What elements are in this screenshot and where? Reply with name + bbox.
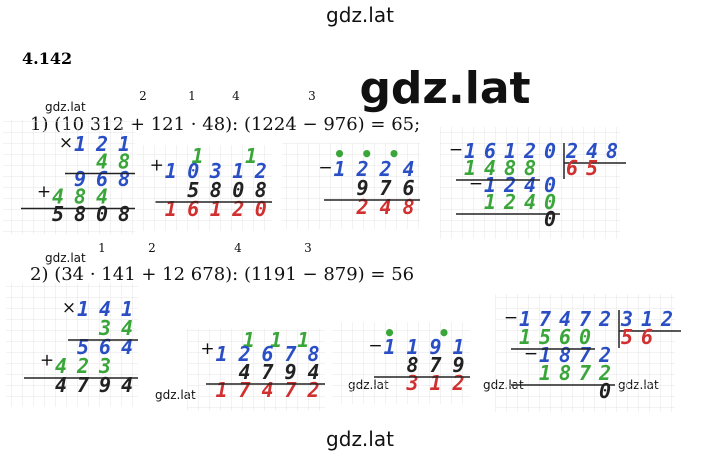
carry-marks: • •	[383, 321, 465, 345]
digit-row: 1240	[484, 173, 564, 197]
digit-row: 564	[77, 335, 143, 359]
digit-row: 1560	[519, 325, 599, 349]
grid-background	[3, 119, 135, 235]
order-number: 4	[234, 241, 242, 255]
grid-background	[137, 145, 272, 231]
digit-row: 1872	[539, 361, 619, 385]
digit-row: 248	[355, 195, 425, 219]
operation-sign: +	[37, 182, 51, 202]
operation-sign: +	[40, 351, 54, 371]
carry-marks: 1 1	[165, 144, 272, 168]
watermark: gdz.lat	[359, 63, 530, 114]
grid-background	[495, 294, 675, 412]
carry-marks: 111	[215, 328, 324, 352]
order-number: 1	[98, 241, 106, 255]
grid-background	[187, 329, 325, 411]
digit-row: 141	[77, 297, 143, 321]
digit-row: 16120	[464, 139, 564, 163]
order-number: 3	[308, 89, 316, 103]
operation-sign: +	[150, 156, 164, 176]
quotient: 56	[621, 325, 661, 349]
order-number: 2	[139, 89, 147, 103]
watermark: gdz.lat	[45, 100, 86, 114]
digit-row: 879	[406, 353, 475, 377]
operation-sign: ×	[59, 133, 73, 153]
digit-row: 16120	[165, 197, 278, 221]
operation-sign: −	[318, 158, 332, 178]
watermark: gdz.lat	[45, 251, 86, 265]
order-number: 4	[232, 89, 240, 103]
digit-row: 48	[96, 150, 140, 174]
divisor: 312	[620, 307, 681, 331]
watermark: gdz.lat	[155, 388, 196, 402]
digit-row: 1488	[464, 156, 544, 180]
carry-marks: •••	[333, 142, 415, 166]
order-number: 3	[304, 241, 312, 255]
digit-row: 1872	[539, 343, 619, 367]
digit-row: 484	[52, 185, 118, 209]
digit-row: 5808	[187, 178, 277, 202]
operation-sign: −	[449, 140, 463, 160]
watermark: gdz.lat	[326, 3, 394, 27]
grid-background	[282, 143, 420, 229]
grid-background	[6, 283, 138, 407]
digit-row: 312	[405, 371, 475, 395]
problem-number: 4.142	[22, 49, 72, 68]
digit-row: 121	[74, 132, 140, 156]
digit-row: 976	[356, 176, 425, 200]
digit-row: 1191	[383, 335, 475, 359]
digit-row: 34	[98, 316, 143, 340]
order-number: 1	[188, 89, 196, 103]
digit-row: 1224	[333, 157, 425, 181]
digit-row: 1240	[484, 190, 564, 214]
watermark: gdz.lat	[326, 427, 394, 451]
digit-row: 5808	[52, 202, 140, 226]
digit-row: 17472	[215, 378, 330, 402]
digit-row: 423	[55, 354, 121, 378]
operation-sign: −	[368, 336, 382, 356]
operation-sign: −	[504, 308, 518, 328]
equation: 2) (34 · 141 + 12 678): (1191 − 879) = 5…	[30, 264, 414, 285]
operation-sign: −	[524, 344, 538, 364]
digit-row: 0	[599, 379, 619, 403]
operation-sign: +	[200, 339, 214, 359]
digit-row: 12678	[215, 342, 330, 366]
digit-row: 17472	[519, 307, 619, 331]
quotient: 65	[566, 156, 606, 180]
digit-row: 4794	[55, 373, 143, 397]
digit-row: 968	[74, 167, 140, 191]
operation-sign: −	[469, 174, 483, 194]
order-number: 2	[148, 241, 156, 255]
digit-row: 0	[544, 207, 564, 231]
grid-background	[332, 322, 470, 404]
digit-row: 4794	[238, 360, 330, 384]
grid-background	[440, 127, 620, 239]
operation-sign: ×	[62, 298, 76, 318]
digit-row: 10312	[165, 159, 278, 183]
divisor: 248	[565, 139, 626, 163]
